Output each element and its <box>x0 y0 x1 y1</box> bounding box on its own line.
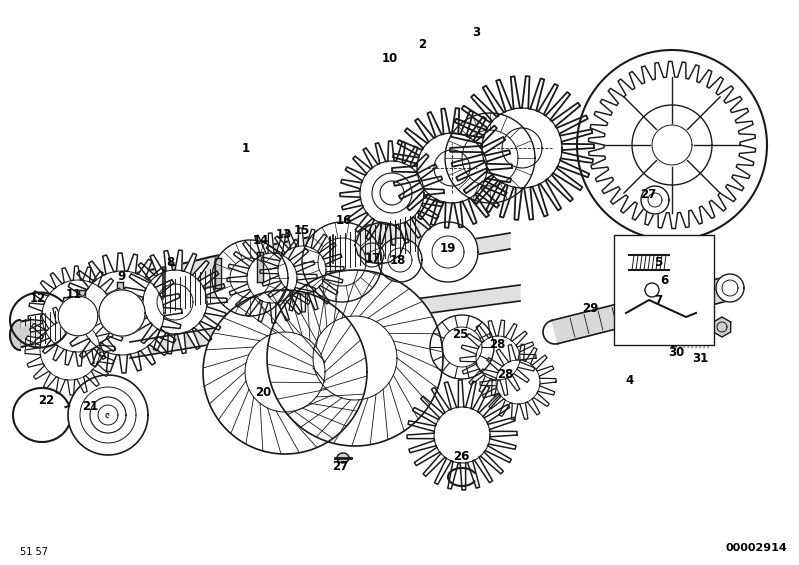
Text: 31: 31 <box>692 353 708 366</box>
Text: 25: 25 <box>451 328 468 341</box>
Text: 1: 1 <box>242 141 250 154</box>
Polygon shape <box>577 50 767 240</box>
Polygon shape <box>40 320 100 380</box>
Polygon shape <box>430 315 494 379</box>
Text: 13: 13 <box>276 228 292 241</box>
Text: 19: 19 <box>439 241 456 254</box>
Text: 26: 26 <box>453 450 469 463</box>
Polygon shape <box>58 296 97 336</box>
Polygon shape <box>355 222 405 264</box>
Polygon shape <box>360 161 424 225</box>
Polygon shape <box>212 240 288 316</box>
Text: 27: 27 <box>640 188 656 201</box>
Polygon shape <box>632 105 712 185</box>
Text: 30: 30 <box>668 346 684 359</box>
Text: 15: 15 <box>294 224 310 237</box>
Polygon shape <box>260 228 344 312</box>
Polygon shape <box>460 320 536 396</box>
Polygon shape <box>62 253 182 373</box>
Polygon shape <box>418 222 478 282</box>
Polygon shape <box>25 305 115 395</box>
Text: 6: 6 <box>660 275 668 288</box>
Polygon shape <box>672 325 714 347</box>
Polygon shape <box>480 344 556 420</box>
Polygon shape <box>476 336 520 380</box>
Polygon shape <box>482 108 562 188</box>
Polygon shape <box>450 76 594 220</box>
Text: 3: 3 <box>472 25 480 38</box>
Polygon shape <box>302 222 382 302</box>
Polygon shape <box>417 133 487 203</box>
Text: 12: 12 <box>30 293 46 306</box>
Polygon shape <box>434 407 490 463</box>
Polygon shape <box>714 317 730 337</box>
Text: 16: 16 <box>336 214 352 227</box>
Polygon shape <box>340 141 444 245</box>
Polygon shape <box>267 270 443 446</box>
Polygon shape <box>130 285 520 358</box>
Text: 10: 10 <box>382 51 398 64</box>
Text: 29: 29 <box>582 302 598 315</box>
Polygon shape <box>407 380 517 490</box>
Polygon shape <box>278 246 326 294</box>
Text: 51 57: 51 57 <box>20 547 48 557</box>
Polygon shape <box>80 233 510 332</box>
Polygon shape <box>496 360 540 404</box>
Polygon shape <box>337 453 349 463</box>
Text: 2: 2 <box>418 38 426 51</box>
Text: 5: 5 <box>654 257 662 270</box>
Polygon shape <box>203 290 367 454</box>
Text: 28: 28 <box>489 338 505 351</box>
Text: 4: 4 <box>626 373 634 386</box>
Text: 8: 8 <box>166 255 174 268</box>
Text: 21: 21 <box>81 399 98 412</box>
Text: 00002914: 00002914 <box>725 543 787 553</box>
Text: 22: 22 <box>38 393 54 406</box>
Polygon shape <box>641 186 669 214</box>
Text: 18: 18 <box>390 254 406 267</box>
Polygon shape <box>28 266 128 366</box>
Text: 14: 14 <box>252 234 269 247</box>
Polygon shape <box>10 320 20 350</box>
Text: 17: 17 <box>365 251 381 264</box>
Polygon shape <box>68 375 148 455</box>
Text: 27: 27 <box>332 460 348 473</box>
Polygon shape <box>378 238 422 282</box>
Polygon shape <box>247 253 297 303</box>
Polygon shape <box>42 280 114 352</box>
Bar <box>614 235 714 345</box>
Text: 28: 28 <box>497 368 513 381</box>
Text: 9: 9 <box>118 271 126 284</box>
Polygon shape <box>123 250 227 354</box>
Polygon shape <box>227 233 317 323</box>
Polygon shape <box>445 113 535 203</box>
Text: 11: 11 <box>66 289 82 302</box>
Polygon shape <box>99 290 145 336</box>
Polygon shape <box>552 276 733 344</box>
Polygon shape <box>18 215 420 348</box>
Text: 20: 20 <box>255 386 271 399</box>
Polygon shape <box>80 271 164 355</box>
Text: 7: 7 <box>654 293 662 306</box>
Polygon shape <box>313 348 325 382</box>
Polygon shape <box>392 108 512 228</box>
Polygon shape <box>716 274 744 302</box>
Polygon shape <box>143 270 207 334</box>
